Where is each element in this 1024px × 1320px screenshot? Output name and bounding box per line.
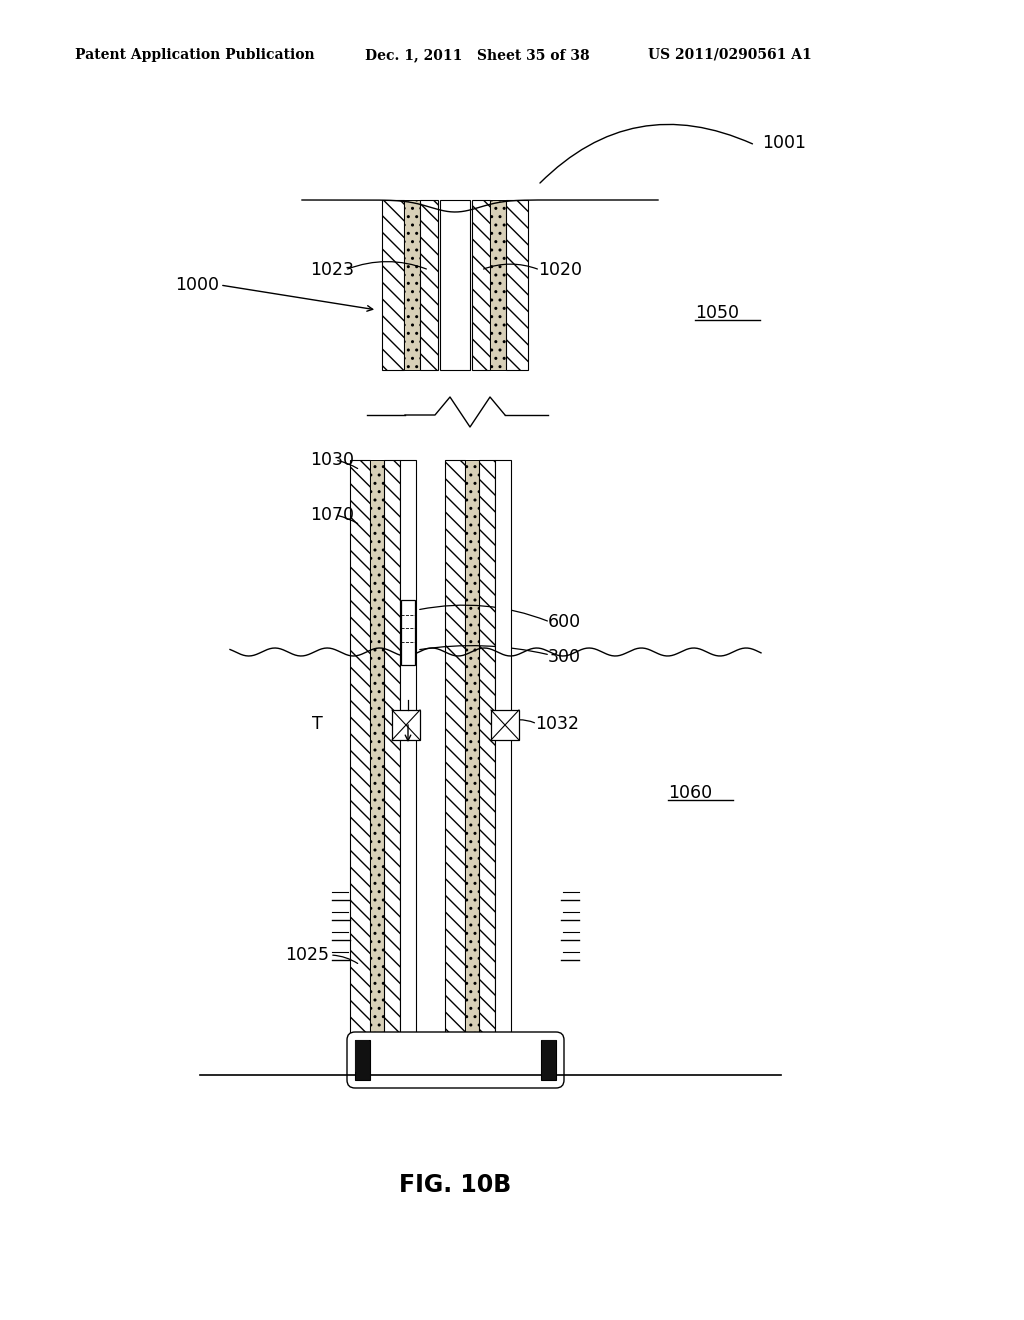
Bar	[355, 1040, 369, 1072]
Text: 1070: 1070	[310, 506, 354, 524]
Bar	[384, 459, 400, 1074]
Bar	[479, 459, 495, 1074]
Bar	[404, 201, 420, 370]
Bar	[506, 201, 528, 370]
Bar	[420, 201, 438, 370]
Bar	[350, 459, 370, 1074]
FancyBboxPatch shape	[347, 1032, 564, 1088]
Bar	[440, 201, 470, 370]
Bar	[401, 601, 415, 665]
Text: 1020: 1020	[538, 261, 582, 279]
Text: T: T	[312, 715, 323, 733]
Bar	[541, 1040, 556, 1080]
Text: 1060: 1060	[668, 784, 712, 803]
Text: FIG. 10B: FIG. 10B	[399, 1173, 511, 1197]
Bar	[495, 459, 511, 1074]
Bar	[392, 710, 420, 741]
Bar	[355, 1040, 370, 1080]
Bar	[382, 201, 404, 370]
Text: 1025: 1025	[285, 946, 329, 964]
Text: Patent Application Publication: Patent Application Publication	[75, 48, 314, 62]
Text: 600: 600	[548, 612, 582, 631]
Bar	[490, 710, 519, 741]
Bar	[445, 459, 465, 1074]
Text: 1050: 1050	[695, 304, 739, 322]
Text: 1000: 1000	[175, 276, 219, 294]
Text: 1001: 1001	[762, 135, 806, 152]
Bar	[370, 459, 384, 1074]
Bar	[465, 459, 479, 1074]
Text: 1030: 1030	[310, 451, 354, 469]
Bar	[400, 459, 416, 1074]
Text: US 2011/0290561 A1: US 2011/0290561 A1	[648, 48, 812, 62]
Bar	[490, 201, 506, 370]
Bar	[542, 1040, 556, 1072]
Text: 1032: 1032	[535, 715, 579, 733]
Bar	[472, 201, 490, 370]
Text: Dec. 1, 2011   Sheet 35 of 38: Dec. 1, 2011 Sheet 35 of 38	[365, 48, 590, 62]
Text: 1023: 1023	[310, 261, 354, 279]
Text: 300: 300	[548, 648, 581, 667]
